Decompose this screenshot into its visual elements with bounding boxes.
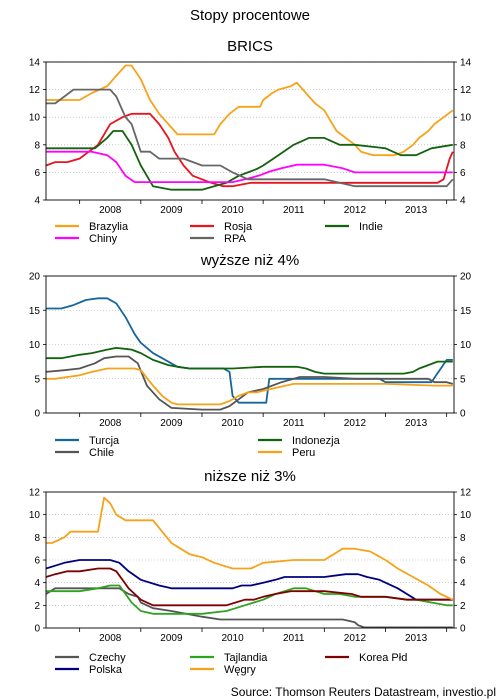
y-tick-label: 12: [29, 85, 41, 96]
plot-frame: [45, 491, 455, 629]
x-tick-label: 2012: [344, 205, 367, 216]
y-tick-label: 0: [34, 624, 40, 635]
series-line-2: [45, 112, 454, 188]
x-tick-label: 2009: [160, 418, 183, 429]
y-tick-label: 6: [34, 168, 40, 179]
x-tick-label: 2012: [344, 418, 367, 429]
x-tick-label: 2013: [405, 418, 428, 429]
legend-label: Polska: [89, 664, 123, 676]
y-tick-label-right: 6: [460, 168, 466, 179]
y-tick-label: 10: [29, 510, 41, 521]
legend-label: Peru: [292, 447, 315, 459]
legend-label: Czechy: [89, 652, 126, 664]
y-tick-label-right: 6: [460, 556, 466, 567]
series-line-4: [46, 150, 453, 183]
series-line-5: [46, 88, 454, 188]
x-tick-label: 2008: [99, 633, 122, 644]
series-line-4: [45, 567, 453, 607]
y-tick-label: 14: [29, 58, 41, 69]
series-line-1: [46, 64, 454, 157]
y-tick-label-right: 14: [460, 58, 472, 69]
panel-title: niższe niż 3%: [204, 468, 296, 485]
x-tick-label: 2011: [283, 418, 305, 429]
x-tick-label: 2010: [221, 418, 244, 429]
y-tick-label-right: 5: [460, 374, 466, 385]
plot-frame: [45, 275, 455, 414]
x-tick-label: 2008: [99, 205, 122, 216]
y-tick-label-right: 8: [460, 140, 466, 151]
legend-label: Brazylia: [89, 221, 129, 233]
series-line-2: [45, 355, 454, 411]
legend-label: RPA: [224, 233, 246, 245]
series-line-1: [46, 297, 453, 404]
x-tick-label: 2011: [283, 205, 305, 216]
x-tick-label: 2011: [283, 633, 305, 644]
legend-label: Chiny: [89, 233, 118, 245]
legend-label: Turcja: [89, 435, 120, 447]
x-tick-label: 2010: [221, 205, 244, 216]
legend-label: Węgry: [224, 664, 256, 676]
panel-title: wyższe niż 4%: [200, 252, 299, 269]
legend-label: Indie: [359, 221, 383, 233]
x-tick-label: 2013: [405, 205, 428, 216]
figure-title: Stopy procentowe: [190, 7, 310, 24]
y-tick-label: 20: [29, 272, 41, 283]
y-tick-label: 15: [29, 306, 41, 317]
y-tick-label-right: 8: [460, 533, 466, 544]
source-note: Source: Thomson Reuters Datastream, inve…: [231, 685, 496, 699]
panel-title: BRICS: [227, 38, 273, 55]
y-tick-label: 8: [34, 533, 40, 544]
y-tick-label: 0: [34, 409, 40, 420]
x-tick-label: 2009: [160, 633, 183, 644]
y-tick-label-right: 15: [460, 306, 472, 317]
y-tick-label-right: 10: [460, 510, 472, 521]
legend-label: Rosja: [224, 221, 253, 233]
legend-label: Tajlandia: [224, 652, 268, 664]
plot-frame: [45, 61, 455, 201]
y-tick-label-right: 4: [460, 578, 466, 589]
y-tick-label-right: 0: [460, 409, 466, 420]
series-line-5: [46, 496, 454, 601]
legend-label: Chile: [89, 447, 114, 459]
y-tick-label-right: 0: [460, 624, 466, 635]
y-tick-label-right: 4: [460, 196, 466, 207]
series-line-4: [46, 367, 453, 406]
x-tick-label: 2013: [405, 633, 428, 644]
panel-3: niższe niż 3% 0 0 2 2 4 4 6 6 8 8 10 10 12 12 2008 2009 2…: [29, 468, 472, 676]
y-tick-label: 10: [29, 340, 41, 351]
y-tick-label-right: 10: [460, 340, 472, 351]
y-tick-label-right: 12: [460, 488, 472, 499]
y-tick-label: 8: [34, 140, 40, 151]
y-tick-label: 6: [34, 556, 40, 567]
y-tick-label-right: 10: [460, 113, 472, 124]
y-tick-label-right: 20: [460, 272, 472, 283]
y-tick-label: 10: [29, 113, 41, 124]
y-tick-label: 2: [34, 601, 40, 612]
legend-label: Indonezja: [292, 435, 341, 447]
x-tick-label: 2010: [221, 633, 244, 644]
y-tick-label: 4: [34, 196, 40, 207]
y-tick-label: 4: [34, 578, 40, 589]
y-tick-label-right: 12: [460, 85, 472, 96]
legend-label: Korea Płd: [359, 652, 407, 664]
x-tick-label: 2009: [160, 205, 183, 216]
series-line-3: [46, 130, 453, 191]
x-tick-label: 2012: [344, 633, 367, 644]
series-line-3: [46, 347, 453, 375]
series-line-2: [45, 559, 453, 601]
series-line-1: [45, 587, 453, 629]
x-tick-label: 2008: [99, 418, 122, 429]
panel-1: BRICS 4 4 6 6 8 8 10 10 12 12 14 14 2008 2009 2010 2011 2…: [29, 38, 472, 245]
y-tick-label: 12: [29, 488, 41, 499]
y-tick-label: 5: [34, 374, 40, 385]
panel-2: wyższe niż 4% 0 0 5 5 10 10 15 15 20 20 2008 2009 201…: [29, 252, 472, 459]
y-tick-label-right: 2: [460, 601, 466, 612]
